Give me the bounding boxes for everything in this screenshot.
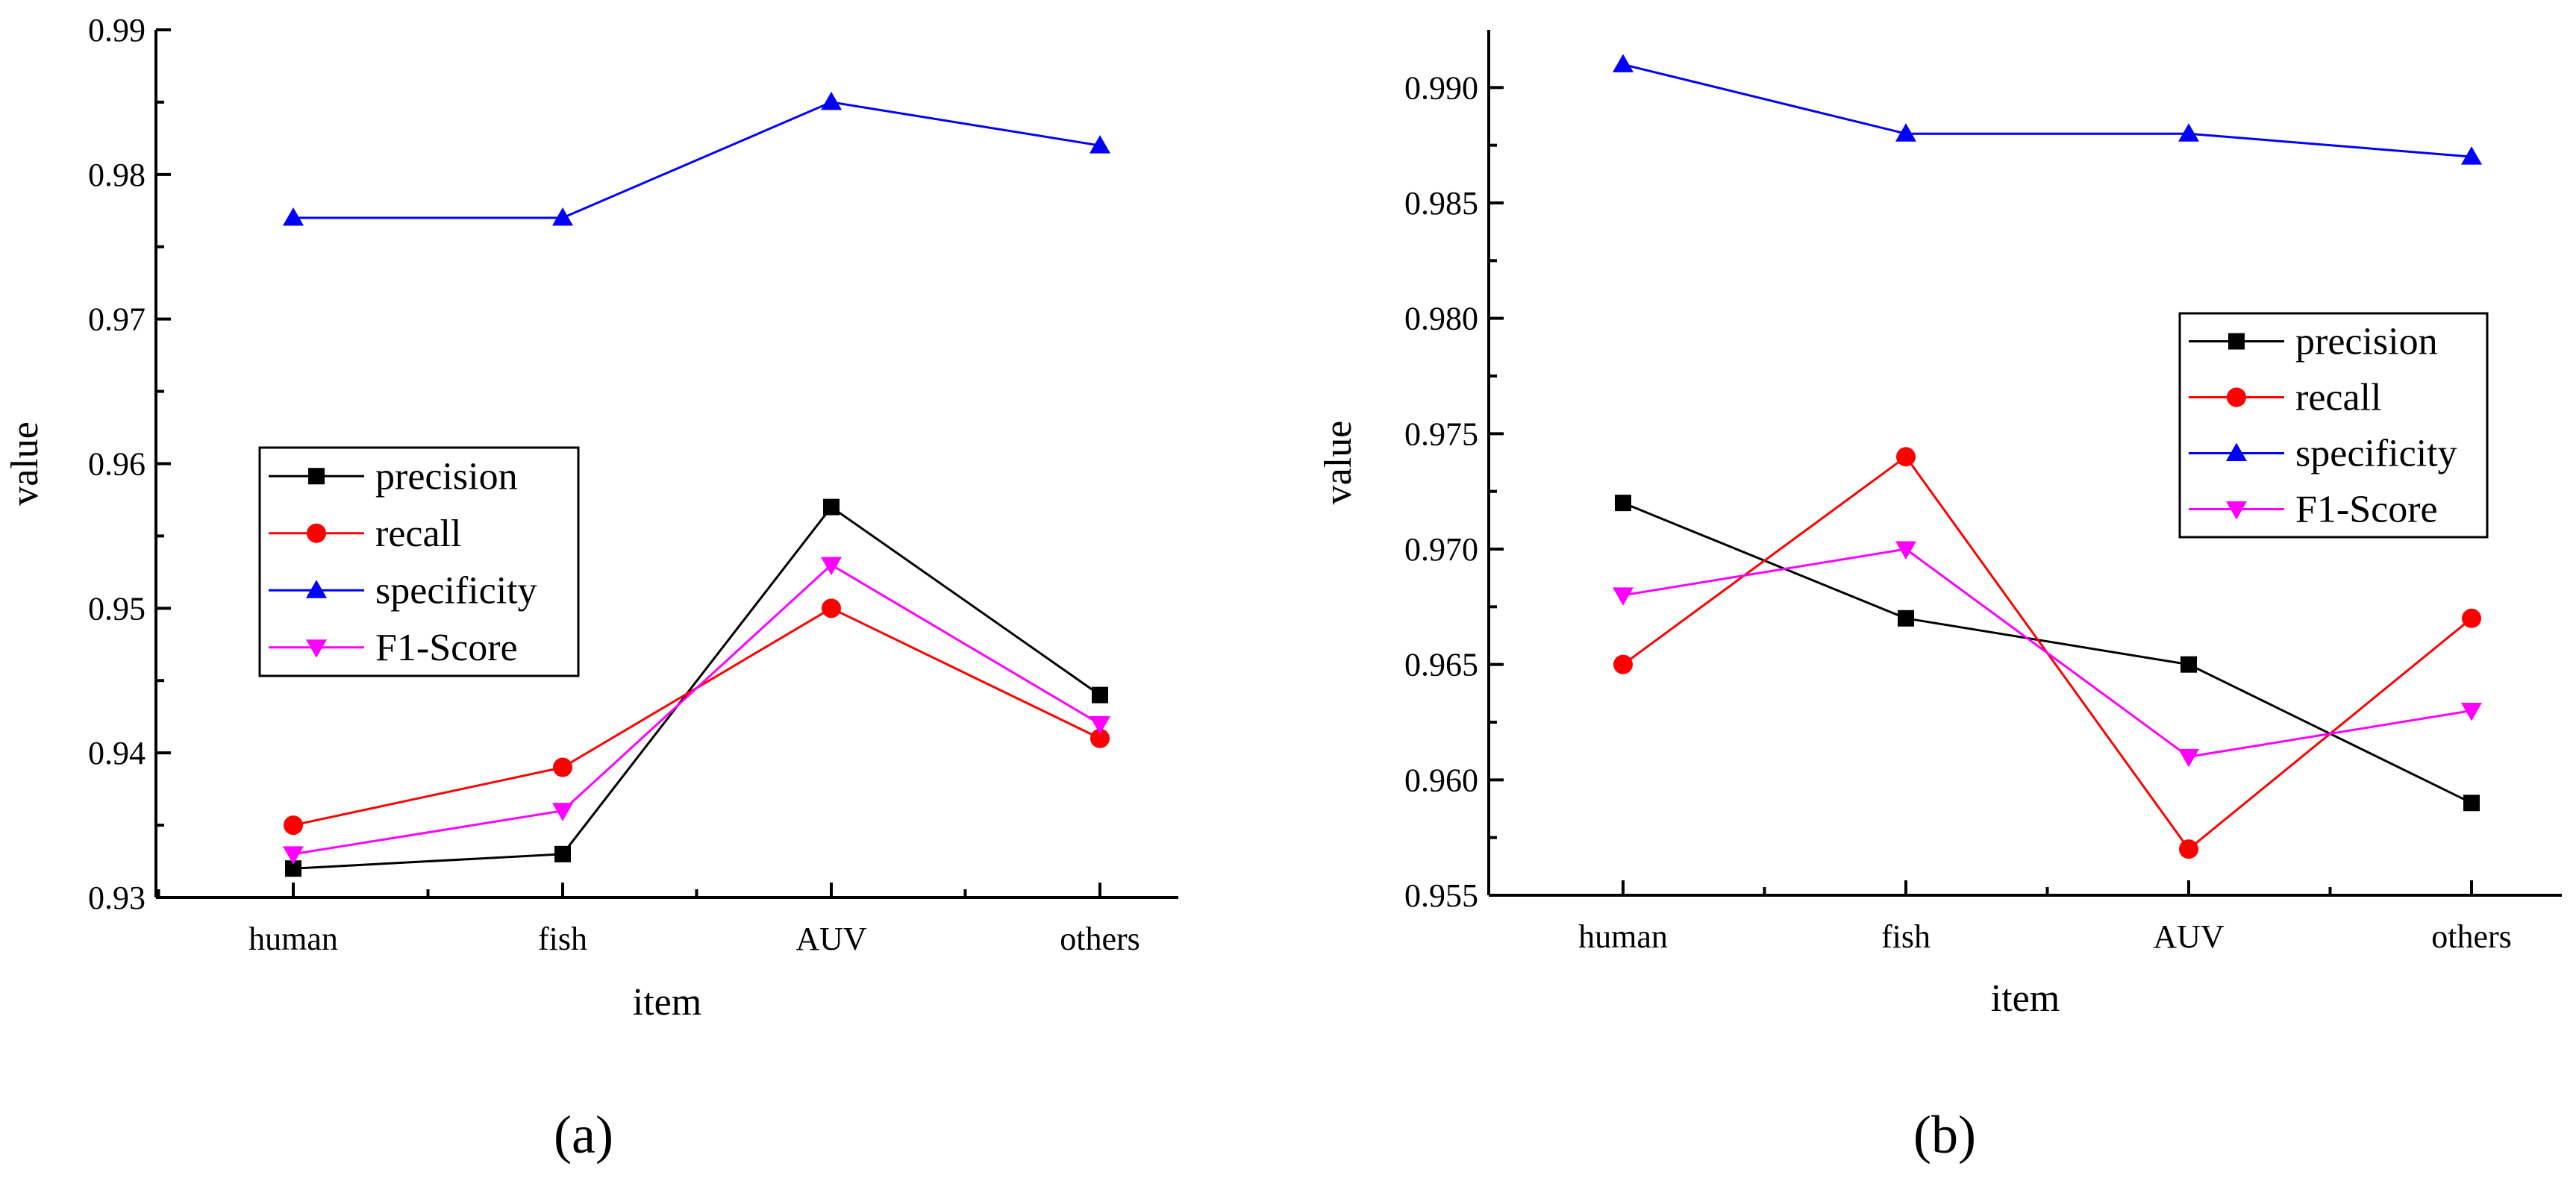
data-point-f1-score [2178, 748, 2199, 768]
data-point-precision [1092, 686, 1108, 704]
x-axis-title: item [633, 981, 701, 1024]
legend-box [2178, 312, 2489, 539]
panel-label: (a) [554, 1105, 613, 1165]
data-point-specificity [1895, 123, 1916, 142]
x-tick-label-others: others [2431, 918, 2512, 955]
chart-panel-a: 0.93 0.94 0.95 0.96 0.97 0.98 0.99 human fish AUV… [4, 12, 1178, 1165]
series-line-f1-score [1622, 548, 2472, 758]
y-tick-label: 0.95 [88, 590, 146, 627]
legend-label-precision: precision [375, 455, 518, 498]
x-tick-label-fish: fish [538, 921, 587, 957]
x-tick-label-fish: fish [1881, 918, 1931, 955]
data-point-f1-score [1895, 541, 1916, 560]
legend-marker-precision [308, 468, 325, 485]
legend-box [258, 446, 580, 677]
data-point-f1-score [2461, 703, 2482, 721]
data-point-specificity [1613, 54, 1634, 72]
data-point-specificity [2178, 123, 2199, 142]
legend-label-f1-score: F1-Score [375, 627, 518, 669]
data-point-f1-score [821, 557, 842, 576]
series-line-specificity [293, 101, 1101, 219]
legend-marker-recall [2227, 387, 2246, 407]
y-tick-label: 0.99 [88, 12, 146, 48]
data-point-recall [1090, 728, 1110, 748]
data-point-specificity [821, 91, 842, 110]
data-point-recall [1896, 447, 1916, 467]
series-line-specificity [1622, 63, 2472, 158]
data-point-precision [823, 498, 840, 516]
series-line-f1-score [293, 563, 1101, 856]
data-point-specificity [283, 207, 304, 226]
data-point-specificity [552, 207, 573, 226]
legend-marker-recall [307, 523, 326, 543]
legend-label-f1-score: F1-Score [2295, 489, 2438, 531]
data-point-f1-score [283, 846, 304, 865]
y-tick-label: 0.960 [1404, 762, 1478, 798]
data-point-f1-score [552, 803, 573, 821]
x-tick-label-human: human [1578, 918, 1668, 955]
data-point-recall [822, 598, 841, 618]
chart-panel-b: 0.955 0.960 0.965 0.970 0.975 0.980 0.985 0.990… [1317, 30, 2562, 1165]
y-tick-label: 0.970 [1404, 531, 1478, 568]
legend-marker-f1-score [306, 639, 327, 658]
y-tick-label: 0.94 [88, 735, 146, 771]
data-point-recall [1613, 654, 1633, 674]
data-point-f1-score [1090, 715, 1110, 735]
y-tick-label: 0.975 [1404, 416, 1478, 452]
y-tick-label: 0.96 [88, 446, 146, 483]
legend: precision recall specificity F1-Score [258, 446, 580, 677]
y-tick-label: 0.980 [1404, 301, 1478, 337]
data-point-precision [1615, 495, 1631, 512]
data-point-precision [2463, 795, 2480, 812]
legend-marker-specificity [306, 580, 327, 598]
legend-marker-f1-score [2226, 501, 2247, 520]
x-tick-label-human: human [248, 921, 338, 957]
x-tick-label-others: others [1060, 921, 1140, 957]
y-tick-label: 0.97 [88, 301, 146, 338]
data-point-recall [2179, 839, 2198, 859]
y-tick-label: 0.98 [88, 157, 146, 193]
y-tick-label: 0.990 [1404, 69, 1478, 106]
data-point-recall [284, 815, 303, 836]
y-axis-title: value [1317, 421, 1360, 505]
legend-marker-specificity [2226, 442, 2247, 461]
y-axis-title: value [4, 422, 46, 506]
legend-label-specificity: specificity [2295, 433, 2457, 475]
y-tick-label: 0.955 [1404, 877, 1478, 914]
panel-label: (b) [1913, 1105, 1976, 1165]
y-tick-label: 0.965 [1404, 647, 1478, 683]
legend-label-recall: recall [2295, 377, 2381, 419]
x-tick-label-auv: AUV [795, 921, 867, 957]
legend-label-specificity: specificity [375, 569, 537, 612]
data-point-precision [285, 860, 301, 877]
data-point-f1-score [1613, 587, 1634, 606]
x-axis-title: item [1991, 977, 2060, 1020]
legend-label-recall: recall [375, 513, 461, 555]
data-point-recall [2462, 608, 2481, 628]
y-tick-label: 0.985 [1404, 185, 1478, 222]
data-point-specificity [2461, 146, 2482, 165]
series-line-precision [293, 505, 1101, 870]
legend-marker-precision [2228, 333, 2245, 350]
data-point-precision [554, 845, 571, 862]
legend-label-precision: precision [2295, 321, 2438, 363]
data-point-precision [1898, 610, 1914, 627]
data-point-precision [2180, 656, 2197, 673]
legend: precision recall specificity F1-Score [2178, 312, 2489, 539]
x-tick-label-auv: AUV [2153, 918, 2225, 955]
data-point-specificity [1090, 135, 1110, 154]
data-point-recall [553, 757, 572, 777]
y-tick-label: 0.93 [88, 880, 146, 916]
